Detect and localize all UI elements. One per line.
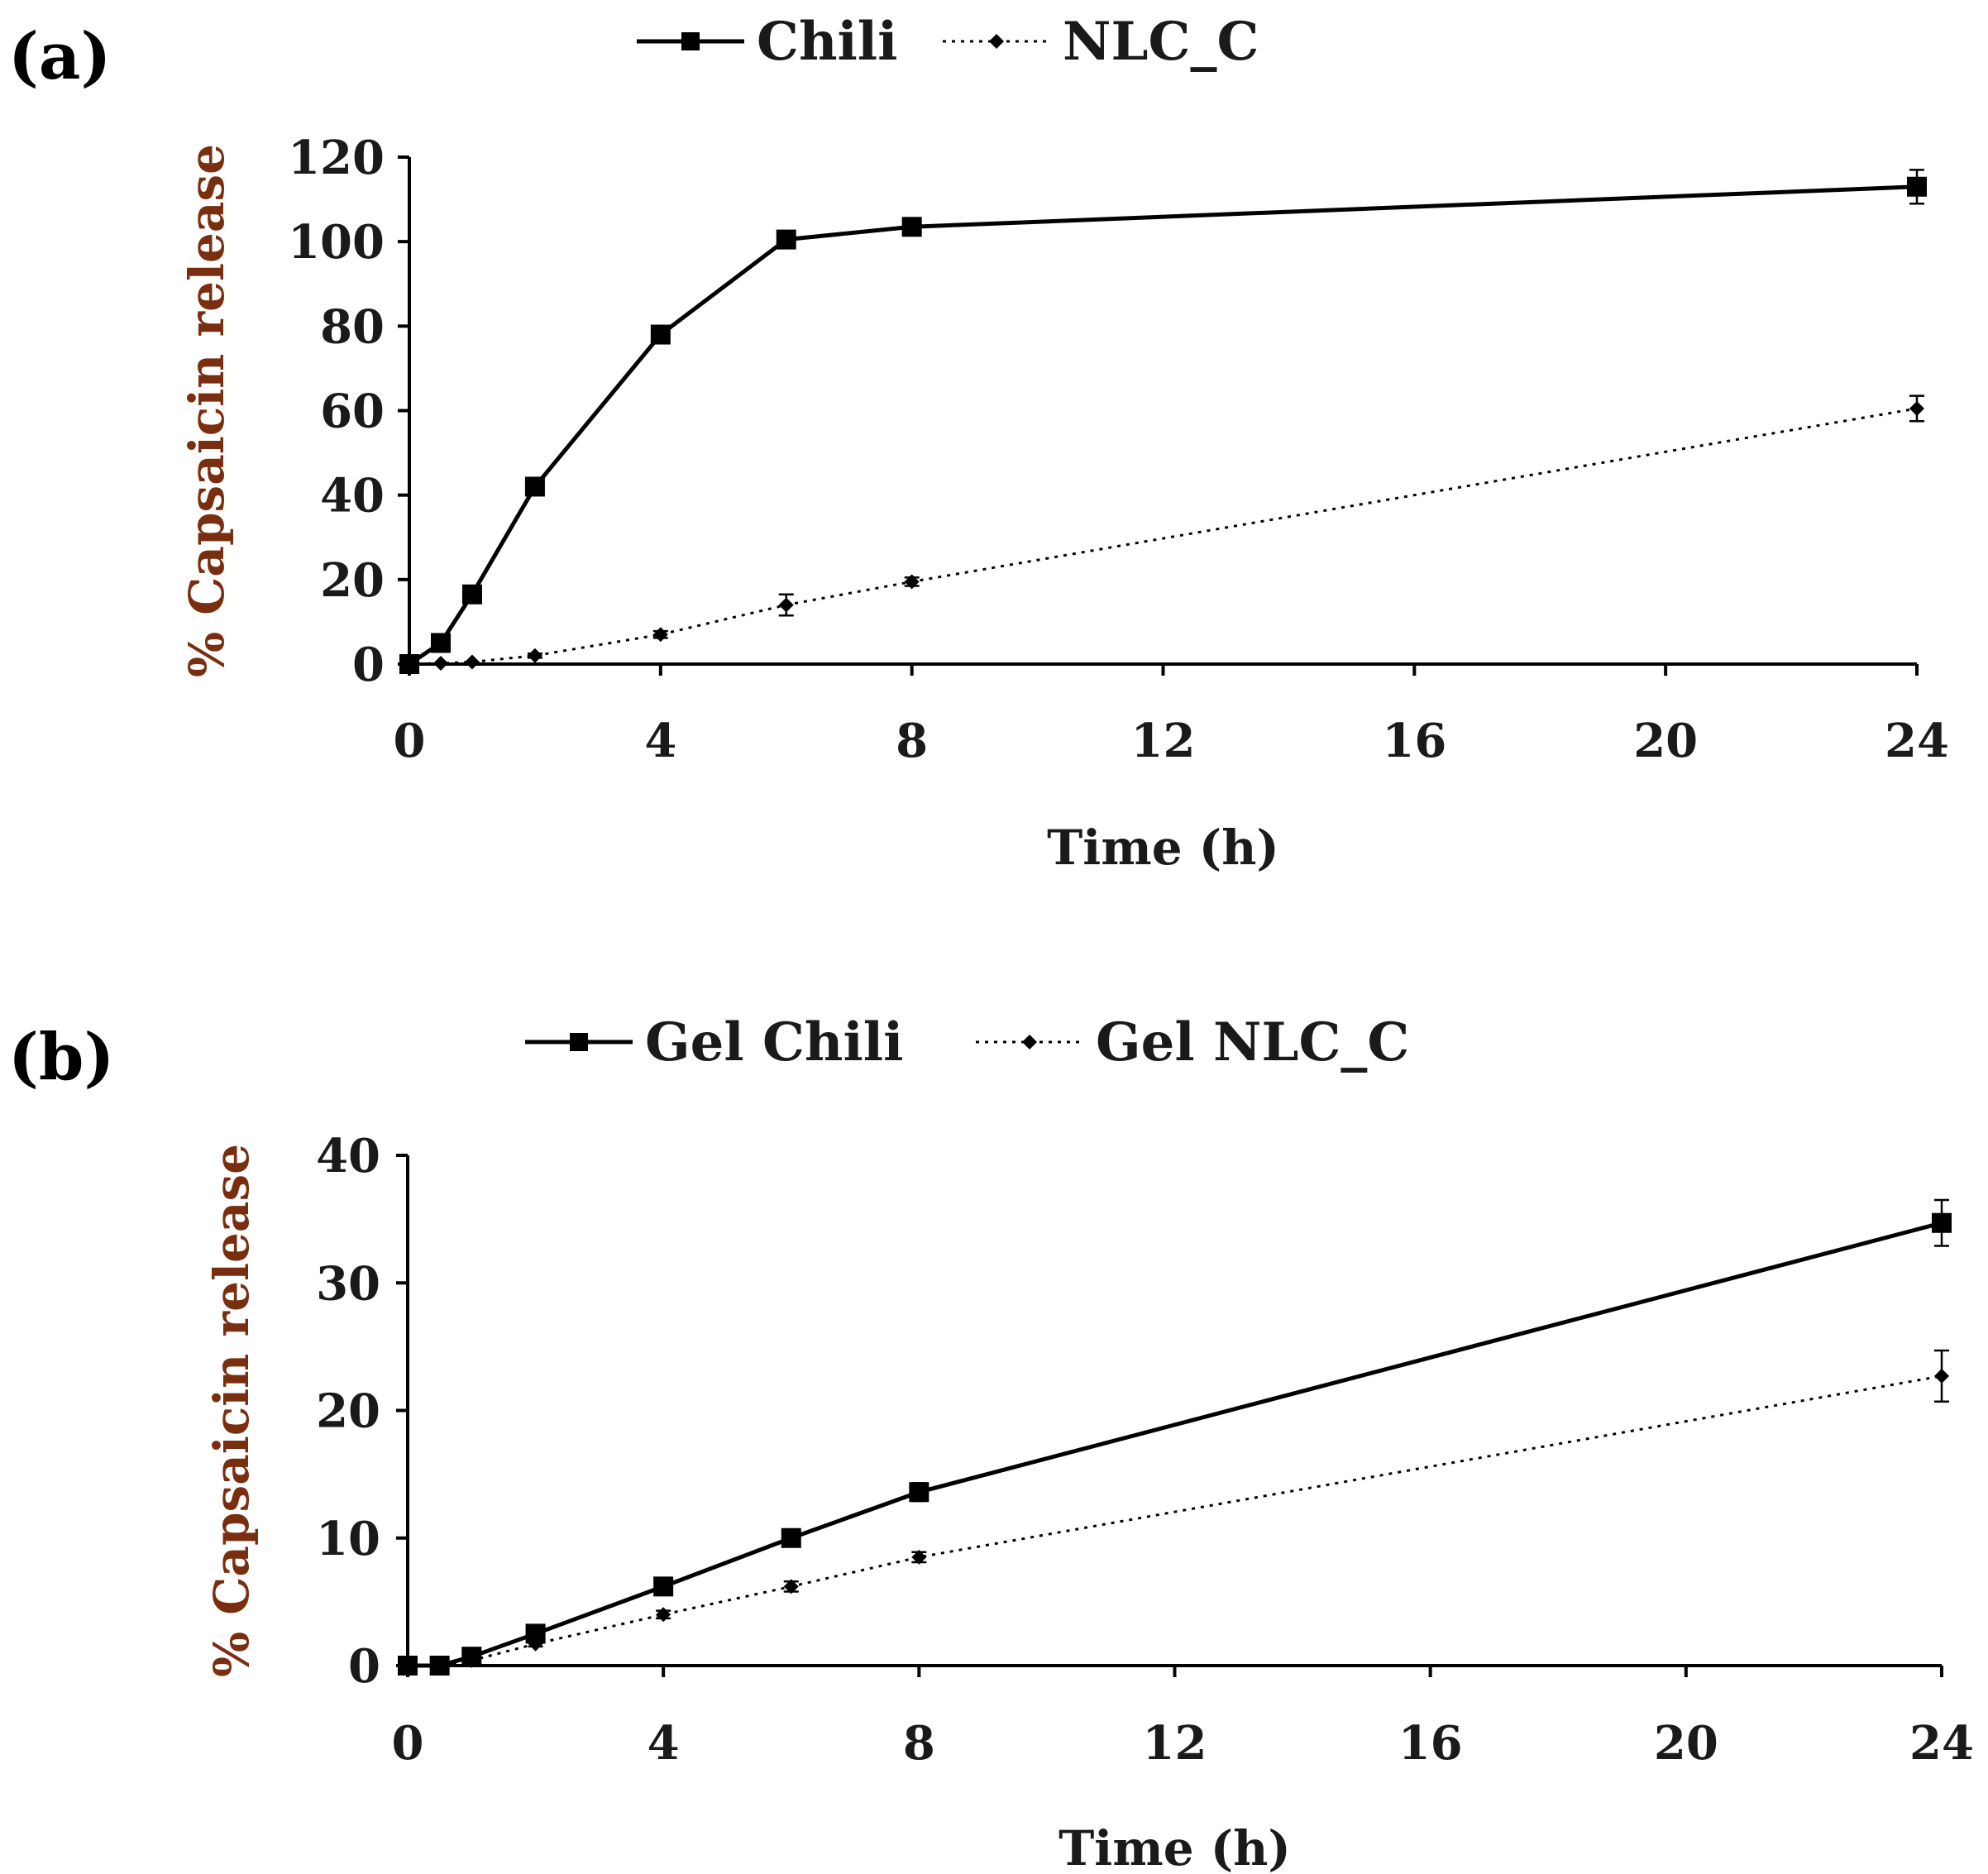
- series-line: [409, 407, 1918, 666]
- y-tick-label: 120: [288, 131, 385, 185]
- y-tick-label: 20: [320, 553, 385, 608]
- legend-marker-square: [570, 1033, 588, 1051]
- panel-a: (a) 0 20 40 60 80 100 120 0 4 8 12 16 20 24 Time (h) % C…: [8, 11, 1949, 876]
- data-point-square: [461, 584, 482, 605]
- legend-entry: Gel NLC_C: [976, 1011, 1409, 1073]
- data-point-square: [909, 1482, 929, 1503]
- x-tick-label: 4: [648, 1716, 680, 1771]
- series-line: [408, 1221, 1943, 1668]
- data-point-diamond: [904, 574, 920, 590]
- legend-label: Chili: [757, 11, 897, 73]
- series-nlc-c: [402, 394, 1924, 672]
- data-point-diamond: [432, 655, 448, 671]
- data-point-square: [524, 476, 545, 497]
- y-tick-label: 0: [348, 1639, 380, 1694]
- y-tick-label: 40: [316, 1129, 380, 1183]
- legend-marker-diamond: [1022, 1035, 1037, 1049]
- panel-b: (b) 0 10 20 30 40 0 4 8 12 16 20 24 Time (h) % Capsaic…: [8, 1011, 1974, 1874]
- data-point-diamond: [652, 627, 668, 643]
- data-point-square: [776, 229, 796, 250]
- data-point-diamond: [1934, 1368, 1949, 1384]
- data-point-square: [650, 324, 671, 345]
- x-tick-label: 20: [1654, 1716, 1718, 1771]
- data-point-square: [653, 1576, 674, 1597]
- data-point-diamond: [464, 1652, 480, 1668]
- data-point-diamond: [1909, 400, 1924, 416]
- legend-entry: Gel Chili: [525, 1011, 903, 1073]
- x-tick-label: 12: [1143, 1716, 1207, 1771]
- x-tick-label: 16: [1382, 714, 1446, 768]
- data-point-diamond: [656, 1607, 671, 1623]
- y-tick-label: 30: [316, 1256, 380, 1311]
- legend-entry: NLC_C: [943, 11, 1259, 73]
- data-point-square: [430, 633, 451, 653]
- series-line: [408, 1374, 1943, 1667]
- data-point-diamond: [778, 597, 794, 613]
- x-tick-label: 16: [1398, 1716, 1463, 1771]
- series-gel-chili: [398, 1198, 1952, 1676]
- x-tick-label: 20: [1633, 714, 1698, 768]
- y-tick-label: 80: [320, 299, 385, 354]
- y-axis-title: % Capsaicin release: [203, 1144, 260, 1677]
- x-tick-label: 12: [1131, 714, 1196, 768]
- x-tick-label: 24: [1909, 1716, 1974, 1771]
- y-tick-label: 40: [320, 469, 385, 523]
- y-axis-title: % Capsaicin release: [179, 144, 235, 677]
- x-tick-label: 8: [896, 714, 928, 768]
- x-tick-label: 8: [903, 1716, 935, 1771]
- x-axis-title: Time (h): [1059, 1820, 1291, 1874]
- x-tick-label: 24: [1885, 714, 1949, 768]
- data-point-diamond: [911, 1549, 927, 1565]
- legend-marker-square: [681, 32, 700, 50]
- y-tick-label: 10: [316, 1512, 380, 1566]
- data-point-square: [1932, 1212, 1952, 1233]
- data-point-diamond: [464, 654, 480, 670]
- data-point-diamond: [528, 1636, 543, 1652]
- series-chili: [399, 169, 1927, 674]
- data-point-square: [781, 1527, 801, 1548]
- series-line: [408, 184, 1918, 667]
- data-point-square: [901, 217, 922, 237]
- data-point-diamond: [400, 1658, 415, 1673]
- y-tick-label: 100: [288, 215, 385, 270]
- y-tick-label: 60: [320, 385, 385, 439]
- y-tick-label: 20: [316, 1384, 380, 1439]
- legend-label: Gel Chili: [645, 1011, 903, 1073]
- data-point-diamond: [432, 1658, 447, 1673]
- data-point-diamond: [527, 648, 542, 663]
- data-point-square: [1907, 176, 1927, 197]
- series-gel-nlc-c: [400, 1349, 1949, 1673]
- x-tick-label: 4: [644, 714, 676, 768]
- data-point-diamond: [783, 1579, 799, 1594]
- panel-label: (b): [8, 1020, 114, 1095]
- data-point-diamond: [402, 657, 417, 672]
- x-tick-label: 0: [394, 714, 426, 768]
- legend-label: Gel NLC_C: [1096, 1011, 1409, 1073]
- legend-label: NLC_C: [1063, 11, 1259, 73]
- x-tick-label: 0: [392, 1716, 424, 1771]
- legend-marker-diamond: [989, 34, 1004, 49]
- y-tick-label: 0: [352, 638, 385, 692]
- x-axis-title: Time (h): [1047, 820, 1279, 876]
- legend-entry: Chili: [637, 11, 897, 73]
- panel-label: (a): [8, 19, 111, 94]
